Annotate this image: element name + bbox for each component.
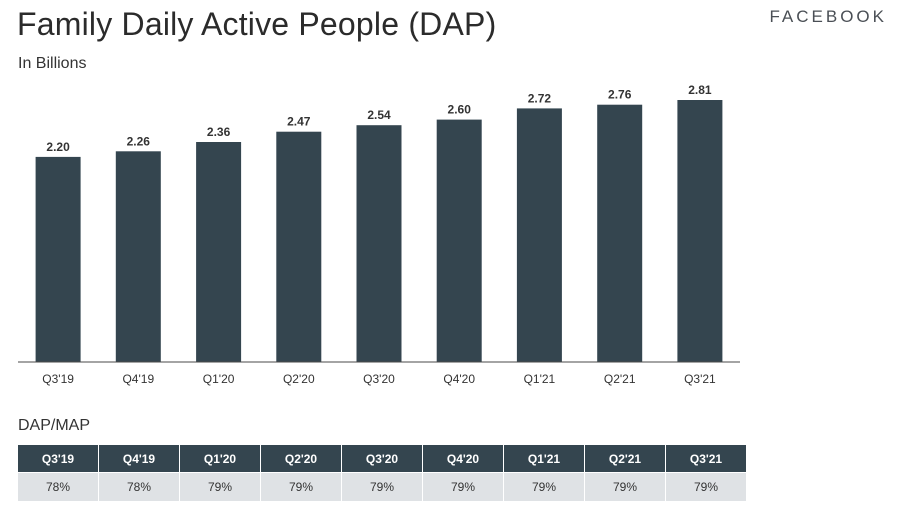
page-subtitle: In Billions <box>18 55 87 72</box>
bar-Q1'20 <box>196 142 242 362</box>
data-label: 2.76 <box>608 88 632 102</box>
data-label: 2.54 <box>367 108 391 122</box>
brand-logo: FACEBOOK <box>769 7 887 26</box>
x-tick-label: Q3'19 <box>42 372 74 386</box>
dap-map-table: Q3'19 Q4'19 Q1'20 Q2'20 Q3'20 Q4'20 Q1'2… <box>18 445 747 501</box>
data-label: 2.72 <box>528 91 552 105</box>
table-cell: 79% <box>584 472 666 501</box>
table-header-cell: Q1'20 <box>179 445 261 473</box>
table-header-cell: Q4'20 <box>422 445 504 473</box>
table-cell: 79% <box>341 472 423 501</box>
table-row: 78% 78% 79% 79% 79% 79% 79% 79% 79% <box>18 472 747 501</box>
x-tick-label: Q3'21 <box>684 372 716 386</box>
table-header-cell: Q2'20 <box>260 445 342 473</box>
table-cell: 79% <box>260 472 342 501</box>
x-tick-label: Q2'21 <box>604 372 636 386</box>
data-label: 2.81 <box>688 83 712 97</box>
x-tick-label: Q1'21 <box>524 372 556 386</box>
x-tick-label: Q2'20 <box>283 372 315 386</box>
page-title: Family Daily Active People (DAP) <box>17 6 497 42</box>
x-tick-label: Q3'20 <box>363 372 395 386</box>
x-tick-label: Q4'19 <box>122 372 154 386</box>
data-label: 2.36 <box>207 125 231 139</box>
table-header-cell: Q2'21 <box>584 445 666 473</box>
table-cell: 78% <box>18 472 99 501</box>
x-tick-label: Q1'20 <box>203 372 235 386</box>
bar-Q3'19 <box>35 156 81 362</box>
bar-Q4'20 <box>436 119 482 362</box>
table-cell: 79% <box>665 472 747 501</box>
table-cell: 79% <box>179 472 261 501</box>
bar-Q4'19 <box>115 151 161 362</box>
data-label: 2.60 <box>448 103 472 117</box>
bar-Q2'21 <box>597 104 643 362</box>
data-label: 2.26 <box>127 134 151 148</box>
table-cell: 78% <box>98 472 180 501</box>
table-header-row: Q3'19 Q4'19 Q1'20 Q2'20 Q3'20 Q4'20 Q1'2… <box>18 445 747 473</box>
table-header-cell: Q3'19 <box>18 445 99 473</box>
table-header-cell: Q3'21 <box>665 445 747 473</box>
bar-Q1'21 <box>516 108 562 363</box>
data-label: 2.20 <box>46 140 70 154</box>
table-cell: 79% <box>422 472 504 501</box>
table-header-cell: Q3'20 <box>341 445 423 473</box>
bar-Q3'21 <box>677 100 723 362</box>
bar-Q3'20 <box>356 125 402 362</box>
bar-Q2'20 <box>276 131 322 362</box>
table-header-cell: Q4'19 <box>98 445 180 473</box>
table-cell: 79% <box>503 472 585 501</box>
table-header-cell: Q1'21 <box>503 445 585 473</box>
x-tick-label: Q4'20 <box>443 372 475 386</box>
data-label: 2.47 <box>287 115 311 129</box>
bar-chart: 2.20 Q3'19 2.26 Q4'19 2.36 Q1'20 2.47 Q2'20 2.54… <box>18 83 740 386</box>
table-title: DAP/MAP <box>18 417 91 434</box>
